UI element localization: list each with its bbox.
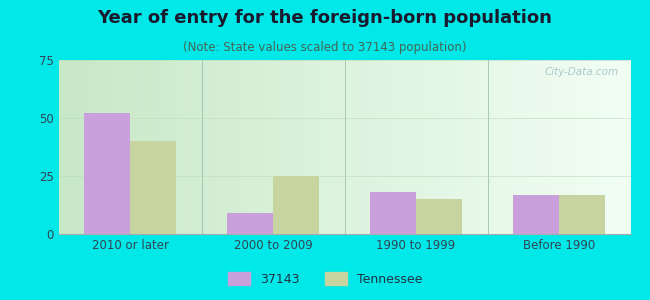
- Bar: [370, 192, 416, 234]
- Bar: [416, 199, 462, 234]
- Legend: 37143, Tennessee: 37143, Tennessee: [222, 267, 428, 291]
- Bar: [130, 141, 176, 234]
- Bar: [559, 195, 604, 234]
- Bar: [84, 113, 130, 234]
- Text: Year of entry for the foreign-born population: Year of entry for the foreign-born popul…: [98, 9, 552, 27]
- Bar: [514, 195, 559, 234]
- Text: (Note: State values scaled to 37143 population): (Note: State values scaled to 37143 popu…: [183, 40, 467, 53]
- Bar: [273, 176, 318, 234]
- Bar: [227, 213, 273, 234]
- Text: City-Data.com: City-Data.com: [545, 67, 619, 77]
